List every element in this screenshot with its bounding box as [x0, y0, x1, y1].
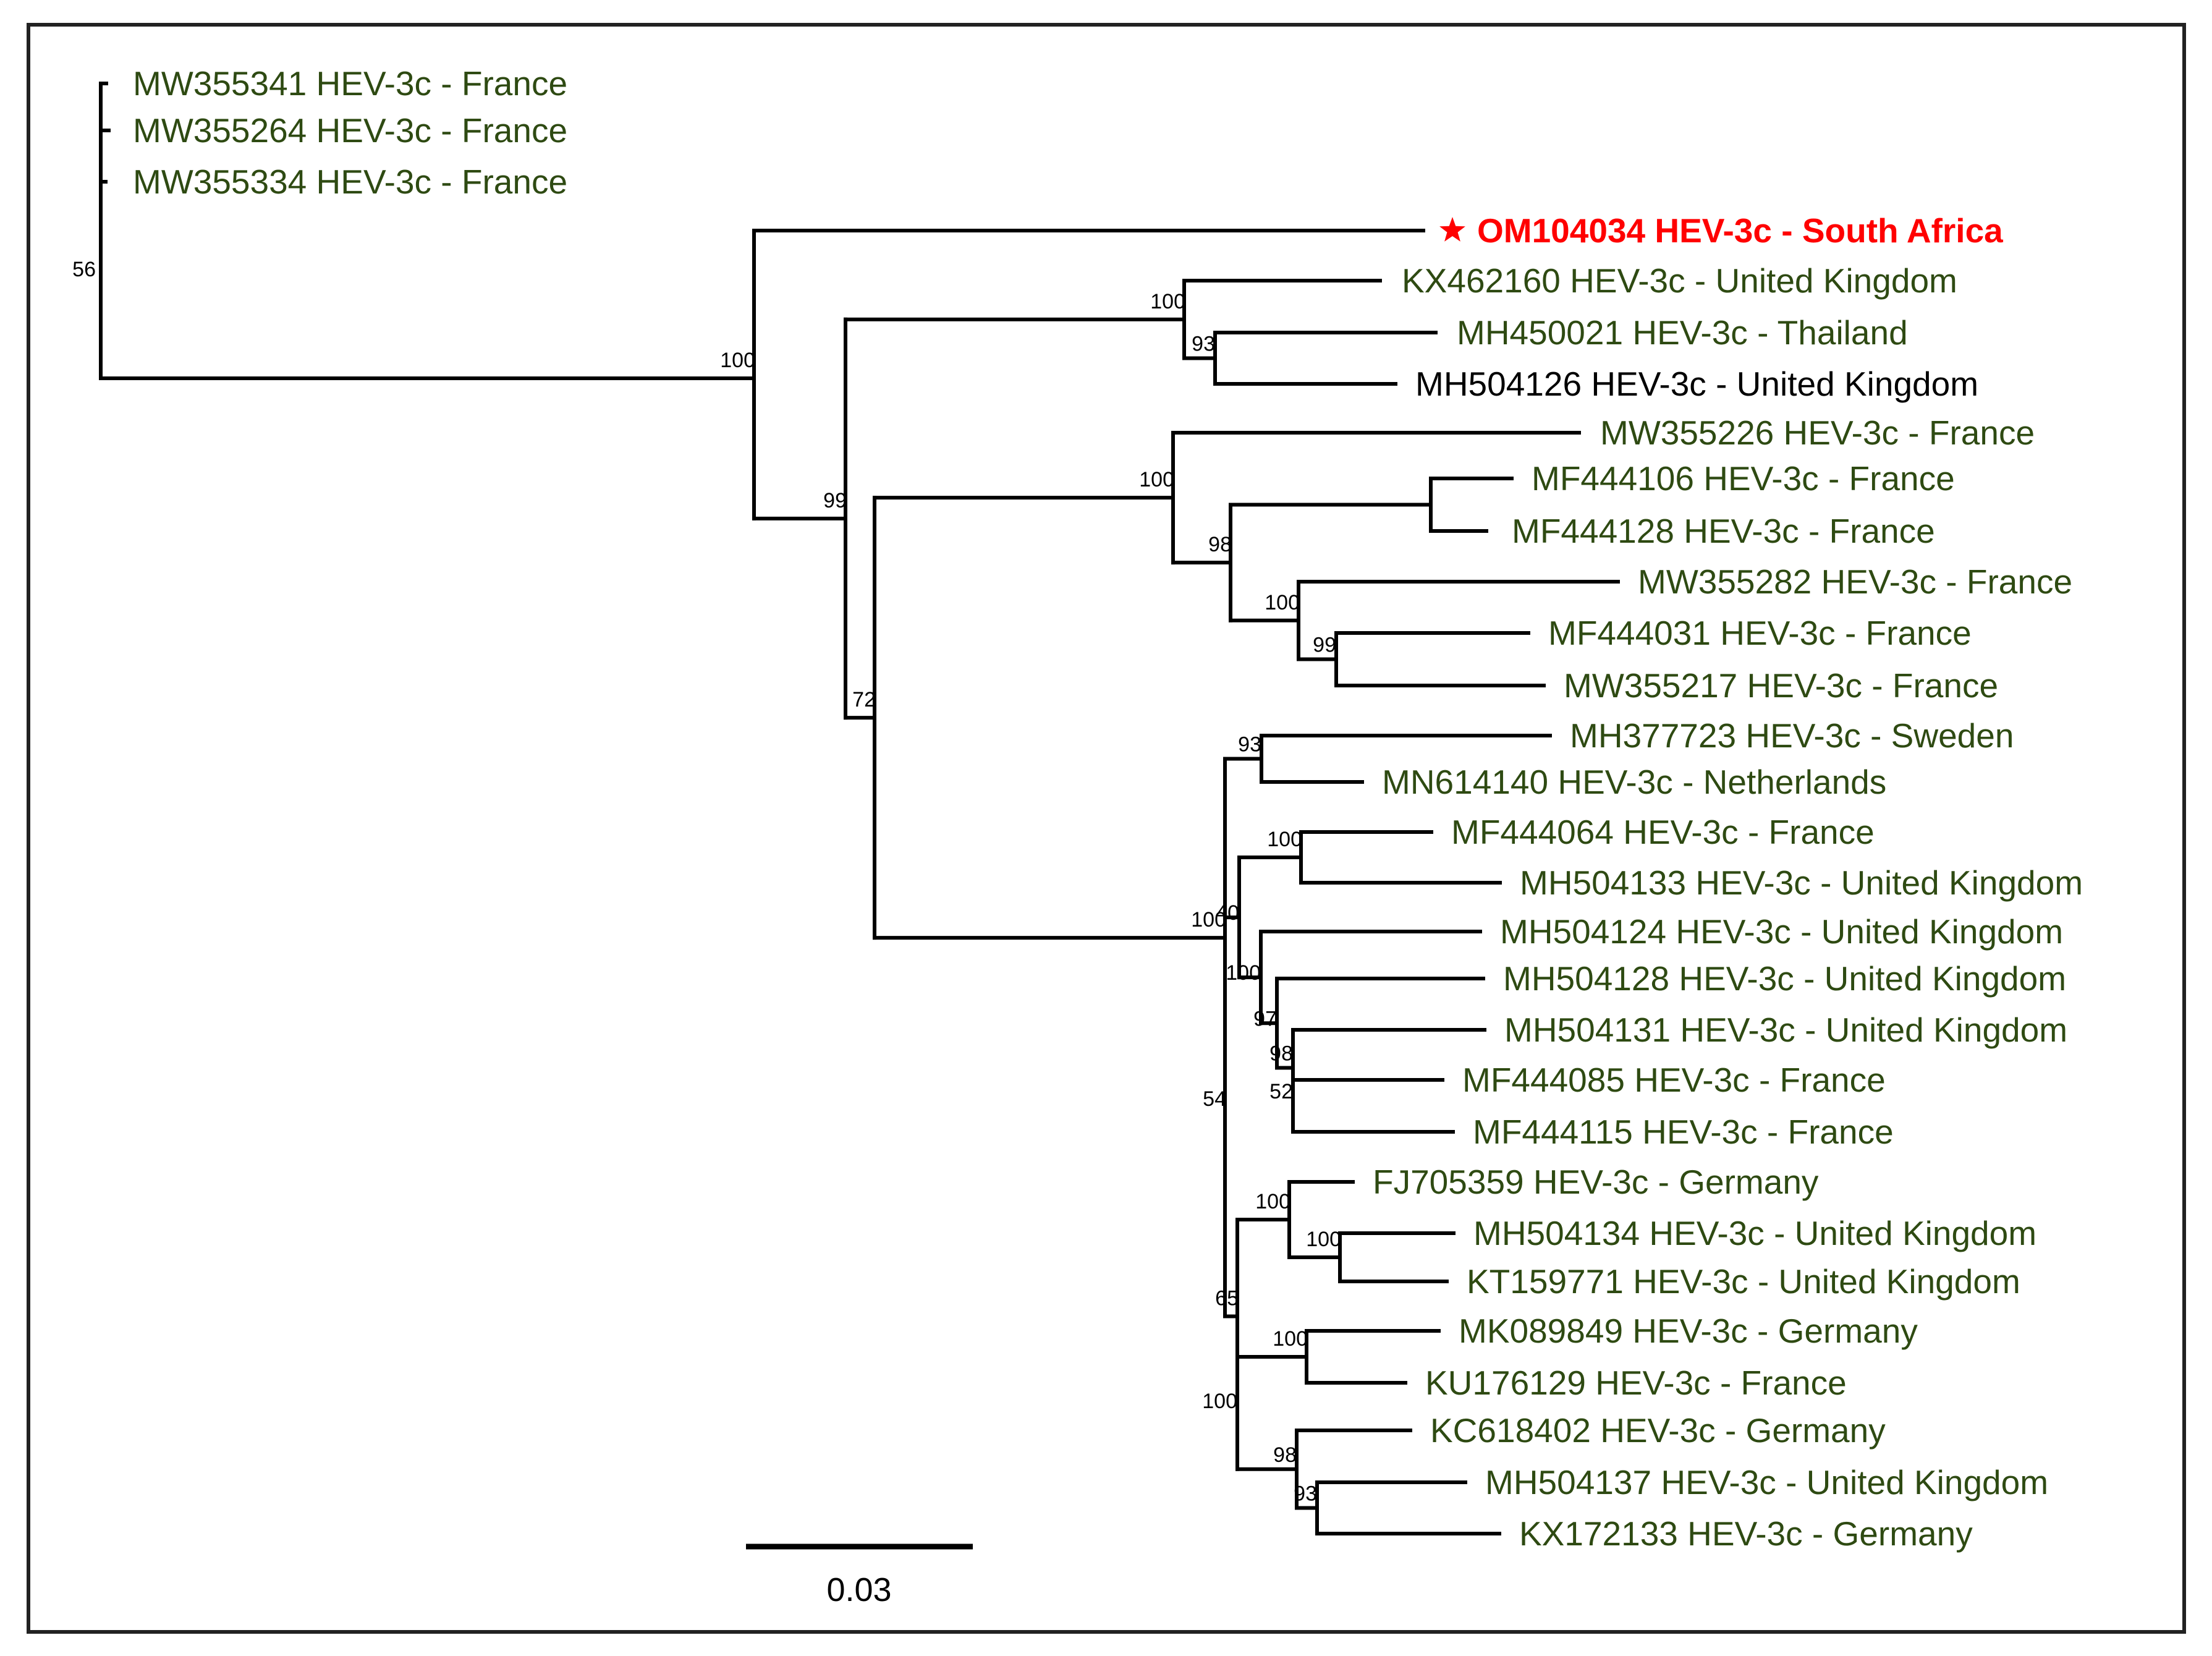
taxon-label: MW355217 HEV-3c - France — [1564, 666, 1998, 705]
bootstrap-value: 54 — [1203, 1087, 1226, 1111]
bootstrap-value: 99 — [1313, 634, 1336, 657]
bootstrap-value: 72 — [852, 688, 876, 711]
taxon-label: MH504128 HEV-3c - United Kingdom — [1503, 959, 2066, 998]
taxon-label: MW355341 HEV-3c - France — [133, 64, 567, 103]
taxon-label: MH504126 HEV-3c - United Kingdom — [1415, 365, 1978, 403]
taxon-label: FJ705359 HEV-3c - Germany — [1373, 1163, 1819, 1201]
taxon-labels: MW355341 HEV-3c - France MW355264 HEV-3c … — [133, 64, 2083, 1553]
bootstrap-value: 93 — [1238, 733, 1261, 757]
taxon-label: MF444106 HEV-3c - France — [1532, 459, 1955, 498]
taxon-label: MN614140 HEV-3c - Netherlands — [1382, 763, 1886, 801]
taxon-label: KU176129 HEV-3c - France — [1425, 1364, 1847, 1402]
bootstrap-value: 100 — [1202, 1390, 1237, 1413]
bootstrap-value: 98 — [1269, 1042, 1293, 1066]
bootstrap-value: 100 — [1306, 1228, 1341, 1251]
bootstrap-value: 100 — [1191, 908, 1226, 932]
figure-frame — [27, 23, 2186, 1634]
taxon-label: MH450021 HEV-3c - Thailand — [1457, 313, 1908, 352]
taxon-label: OM104034 HEV-3c - South Africa — [1477, 211, 2003, 250]
bootstrap-value: 56 — [72, 258, 96, 281]
taxon-label: MF444115 HEV-3c - France — [1473, 1113, 1894, 1151]
bootstrap-value: 65 — [1215, 1286, 1239, 1310]
taxon-label: KT159771 HEV-3c - United Kingdom — [1467, 1262, 2020, 1301]
bootstrap-value: 100 — [720, 349, 755, 372]
tree-branches — [99, 82, 1620, 1535]
taxon-label: MH377723 HEV-3c - Sweden — [1570, 716, 2014, 755]
taxon-label: MF444031 HEV-3c - France — [1548, 614, 1972, 652]
taxon-label: MH504131 HEV-3c - United Kingdom — [1504, 1011, 2067, 1049]
star-icon — [1439, 217, 1465, 242]
bootstrap-value: 100 — [1150, 290, 1185, 313]
taxon-label: MF444085 HEV-3c - France — [1462, 1061, 1886, 1099]
bootstrap-value: 52 — [1269, 1080, 1293, 1103]
bootstrap-value: 99 — [823, 489, 847, 512]
bootstrap-value: 97 — [1253, 1007, 1277, 1030]
bootstrap-value: 100 — [1267, 828, 1302, 851]
taxon-label: MW355264 HEV-3c - France — [133, 111, 567, 150]
taxon-label: KX462160 HEV-3c - United Kingdom — [1402, 261, 1957, 300]
scale-bar: 0.03 — [746, 1543, 973, 1608]
taxon-label: KC618402 HEV-3c - Germany — [1430, 1411, 1886, 1450]
taxon-label: MH504133 HEV-3c - United Kingdom — [1520, 864, 2083, 902]
bootstrap-value: 100 — [1139, 468, 1174, 491]
bootstrap-value: 100 — [1273, 1327, 1308, 1351]
taxon-label: MK089849 HEV-3c - Germany — [1459, 1312, 1918, 1350]
taxon-label: MW355226 HEV-3c - France — [1600, 414, 2035, 452]
bootstrap-value: 100 — [1255, 1190, 1290, 1213]
taxon-label: MW355282 HEV-3c - France — [1638, 563, 2072, 601]
taxon-label: MF444064 HEV-3c - France — [1451, 813, 1875, 851]
taxon-label: MW355334 HEV-3c - France — [133, 163, 567, 201]
taxon-label: MH504137 HEV-3c - United Kingdom — [1485, 1463, 2048, 1501]
bootstrap-labels: 9310099100981009310052989710040100100100… — [72, 258, 1341, 1506]
bootstrap-value: 100 — [1265, 591, 1300, 614]
bootstrap-value: 100 — [1226, 961, 1261, 985]
bootstrap-value: 93 — [1294, 1482, 1317, 1506]
bootstrap-value: 40 — [1216, 901, 1239, 925]
bootstrap-value: 98 — [1273, 1443, 1297, 1467]
taxon-label: MH504134 HEV-3c - United Kingdom — [1473, 1214, 2036, 1252]
taxon-label: MF444128 HEV-3c - France — [1512, 512, 1935, 550]
bootstrap-value: 98 — [1208, 533, 1232, 556]
bootstrap-value: 93 — [1192, 333, 1215, 356]
taxon-label: KX172133 HEV-3c - Germany — [1519, 1514, 1973, 1553]
taxon-label: MH504124 HEV-3c - United Kingdom — [1500, 912, 2063, 951]
scale-bar-label: 0.03 — [826, 1571, 891, 1608]
